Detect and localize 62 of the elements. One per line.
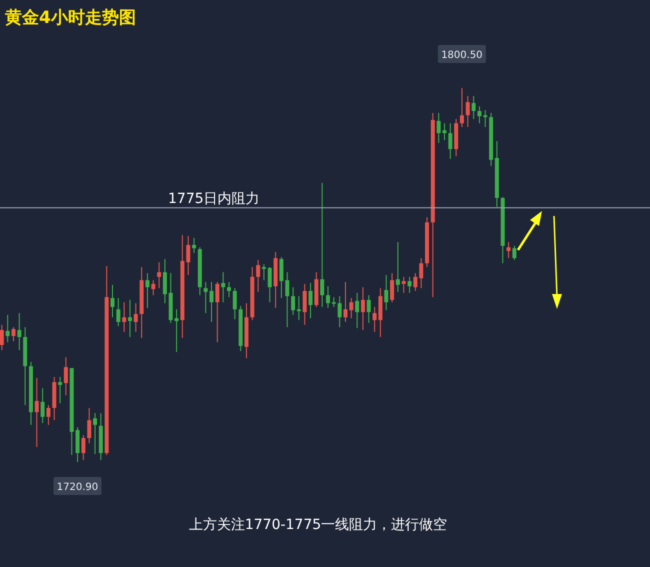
- candlestick: [302, 283, 307, 326]
- candlestick: [128, 299, 132, 338]
- candlestick: [6, 314, 10, 343]
- candlestick: [512, 245, 516, 260]
- candlestick: [151, 280, 156, 296]
- candlestick: [360, 286, 365, 330]
- candlestick: [81, 434, 86, 461]
- candlestick: [477, 106, 482, 124]
- candlestick: [0, 324, 4, 351]
- candlestick: [308, 282, 313, 319]
- candlestick: [378, 288, 382, 338]
- chart-title: 黄金4小时走势图: [5, 7, 136, 29]
- candlestick: [226, 282, 231, 298]
- candlestick: [192, 237, 196, 254]
- candlestick: [448, 122, 452, 160]
- candlestick: [40, 388, 45, 424]
- candlestick: [87, 407, 92, 444]
- candlestick: [232, 288, 237, 320]
- candlestick: [215, 282, 220, 343]
- candlestick: [436, 112, 441, 144]
- candlestick: [110, 284, 114, 318]
- candlestick: [58, 376, 62, 404]
- candlestick: [11, 326, 16, 342]
- candlestick: [466, 95, 470, 128]
- text: 上方关注1770-1775一线阻力，进行做空: [188, 516, 448, 534]
- candlestick: [204, 282, 208, 314]
- candlestick: [472, 95, 476, 120]
- candlestick: [76, 426, 80, 462]
- candlestick: [396, 242, 400, 292]
- candlestick: [366, 294, 371, 324]
- candlestick: [349, 298, 354, 319]
- candlestick: [134, 302, 138, 332]
- annotation: 1800.50: [441, 50, 483, 61]
- candlestick: [64, 356, 68, 396]
- candlestick: [460, 88, 464, 128]
- candlestick: [390, 272, 394, 303]
- candlestick: [34, 377, 39, 448]
- annotation: 1720.90: [56, 482, 98, 493]
- ref-line-label: 1775日内阻力: [168, 190, 260, 207]
- candlestick: [384, 274, 388, 311]
- candlestick: [210, 282, 214, 322]
- candlestick: [262, 264, 266, 281]
- candlestick: [268, 266, 272, 303]
- candlestick: [46, 404, 50, 426]
- candlestick: [372, 306, 377, 332]
- candlestick: [221, 272, 226, 303]
- candlestick: [291, 286, 296, 316]
- candlestick: [122, 302, 126, 332]
- candlestick: [506, 242, 511, 259]
- candlestick: [17, 312, 22, 351]
- candlestick: [320, 182, 324, 308]
- candlestick: [157, 262, 162, 289]
- candlestick: [256, 259, 260, 292]
- candlestick: [174, 308, 179, 353]
- candlestick: [343, 282, 348, 322]
- candlestick: [408, 276, 412, 294]
- candlestick: [93, 412, 98, 455]
- candlestick: [355, 292, 360, 329]
- candlestick: [326, 286, 330, 308]
- candlestick: [145, 272, 150, 308]
- candlestick: [402, 276, 406, 294]
- candlestick: [116, 298, 120, 327]
